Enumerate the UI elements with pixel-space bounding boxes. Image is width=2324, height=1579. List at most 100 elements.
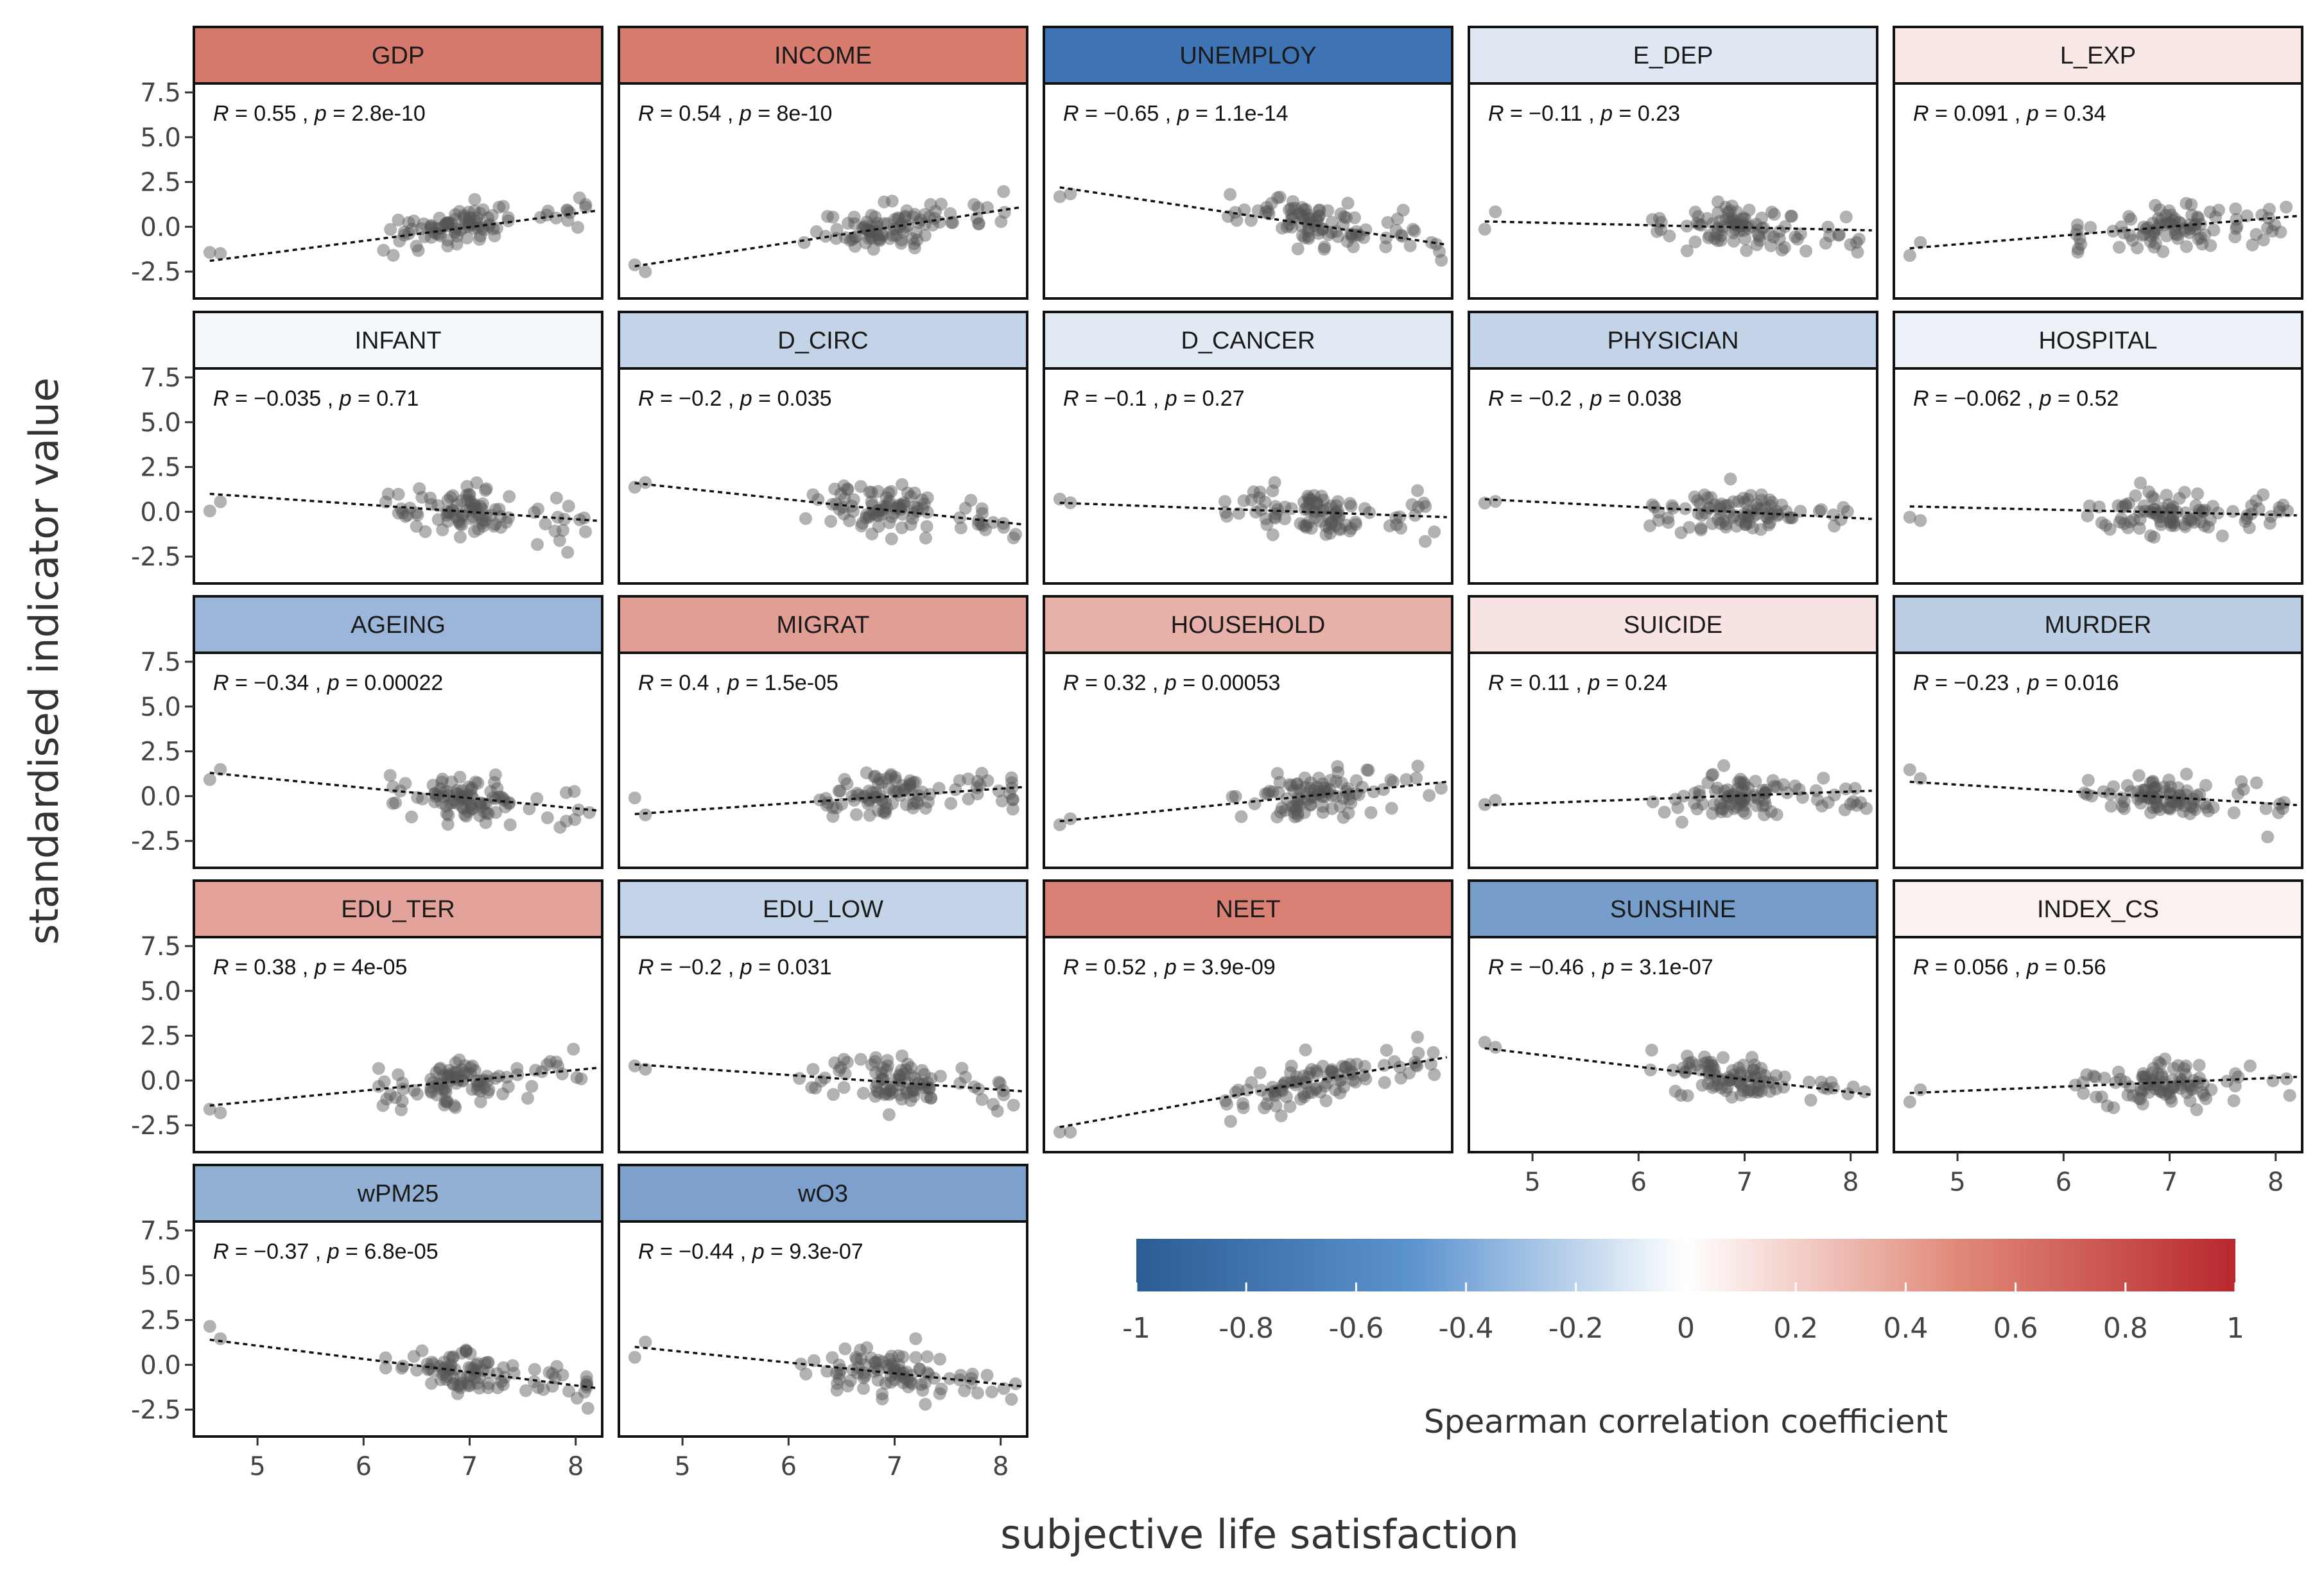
data-point xyxy=(405,810,419,824)
data-point xyxy=(2068,1078,2082,1092)
panel-plot-area xyxy=(1468,936,1878,1153)
data-point xyxy=(2184,512,2198,526)
data-point xyxy=(909,1350,923,1364)
data-point xyxy=(2194,515,2208,529)
data-point xyxy=(372,1080,385,1093)
data-point xyxy=(2165,512,2178,526)
data-point xyxy=(1903,763,1916,777)
data-point xyxy=(1683,521,1696,534)
data-point xyxy=(1691,494,1704,507)
scatter-points xyxy=(628,1049,1020,1121)
data-point xyxy=(469,505,482,519)
data-point xyxy=(2071,245,2085,259)
data-point xyxy=(1291,807,1305,820)
data-point xyxy=(1316,800,1330,813)
data-point xyxy=(1763,493,1776,506)
data-point xyxy=(2156,501,2170,515)
data-point xyxy=(1244,214,1258,227)
data-point xyxy=(1728,787,1741,800)
data-point xyxy=(921,1350,934,1363)
data-point xyxy=(2148,503,2161,516)
data-point xyxy=(1285,1059,1298,1073)
data-point xyxy=(2113,515,2126,529)
y-tick-label: 7.5 xyxy=(140,932,181,962)
data-point xyxy=(2178,224,2192,237)
data-point xyxy=(1339,518,1353,531)
data-point xyxy=(463,212,476,225)
data-point xyxy=(441,234,455,246)
data-point xyxy=(896,1376,910,1390)
data-point xyxy=(1758,793,1771,807)
data-point xyxy=(2230,212,2243,226)
data-point xyxy=(1266,785,1279,798)
data-point xyxy=(868,791,881,804)
data-point xyxy=(826,809,840,823)
data-point xyxy=(908,241,921,255)
data-point xyxy=(1775,498,1789,512)
data-point xyxy=(2199,800,2213,814)
data-point xyxy=(426,779,440,792)
data-point xyxy=(2153,203,2167,216)
data-point xyxy=(1322,521,1336,535)
data-point xyxy=(1736,782,1749,796)
data-point xyxy=(2280,200,2293,214)
data-point xyxy=(1301,208,1315,221)
data-point xyxy=(1344,522,1358,535)
data-point xyxy=(1766,1076,1780,1089)
data-point xyxy=(1394,1071,1408,1085)
data-point xyxy=(1317,782,1331,795)
y-axis: -2.50.02.55.07.5 xyxy=(131,648,194,856)
data-point xyxy=(858,1369,872,1383)
data-point xyxy=(1325,516,1339,529)
data-point xyxy=(454,789,467,802)
data-point xyxy=(871,504,884,517)
data-point xyxy=(2191,487,2205,501)
panel-title: INCOME xyxy=(774,42,872,69)
data-point xyxy=(953,774,966,788)
data-point xyxy=(1248,797,1262,811)
data-point xyxy=(872,777,885,790)
trend-line xyxy=(209,772,597,812)
colorbar-tick-label: -0.6 xyxy=(1328,1312,1383,1345)
data-point xyxy=(830,223,844,236)
data-point xyxy=(1719,795,1732,808)
data-point xyxy=(876,229,890,242)
data-point xyxy=(428,795,442,809)
data-point xyxy=(1838,803,1851,816)
data-point xyxy=(857,1382,870,1395)
data-point xyxy=(446,489,460,503)
data-point xyxy=(1739,220,1752,232)
data-point xyxy=(2164,1091,2177,1105)
data-point xyxy=(1747,1085,1760,1099)
data-point xyxy=(2164,515,2177,529)
data-point xyxy=(841,1379,854,1393)
data-point xyxy=(923,1082,936,1095)
data-point xyxy=(2192,508,2205,521)
panel-stats: R = 0.11 , p = 0.24 xyxy=(1488,671,1667,695)
data-point xyxy=(1794,227,1807,241)
data-point xyxy=(1701,1055,1714,1069)
data-point xyxy=(438,785,451,798)
data-point xyxy=(921,1080,935,1094)
data-point xyxy=(871,229,884,242)
data-point xyxy=(1359,1073,1373,1086)
data-point xyxy=(1754,522,1767,536)
panel-strip xyxy=(1893,595,2303,654)
data-point xyxy=(896,1049,909,1062)
data-point xyxy=(1290,777,1304,790)
data-point xyxy=(1311,215,1324,228)
data-point xyxy=(1278,1077,1291,1091)
scatter-points xyxy=(203,191,593,262)
data-point xyxy=(890,229,903,242)
data-point xyxy=(1762,228,1776,241)
data-point xyxy=(443,1074,456,1087)
data-point xyxy=(480,806,494,820)
data-point xyxy=(889,1365,902,1378)
data-point xyxy=(2136,1071,2149,1083)
data-point xyxy=(870,220,883,233)
data-point xyxy=(2250,228,2263,241)
data-point xyxy=(2115,512,2128,525)
